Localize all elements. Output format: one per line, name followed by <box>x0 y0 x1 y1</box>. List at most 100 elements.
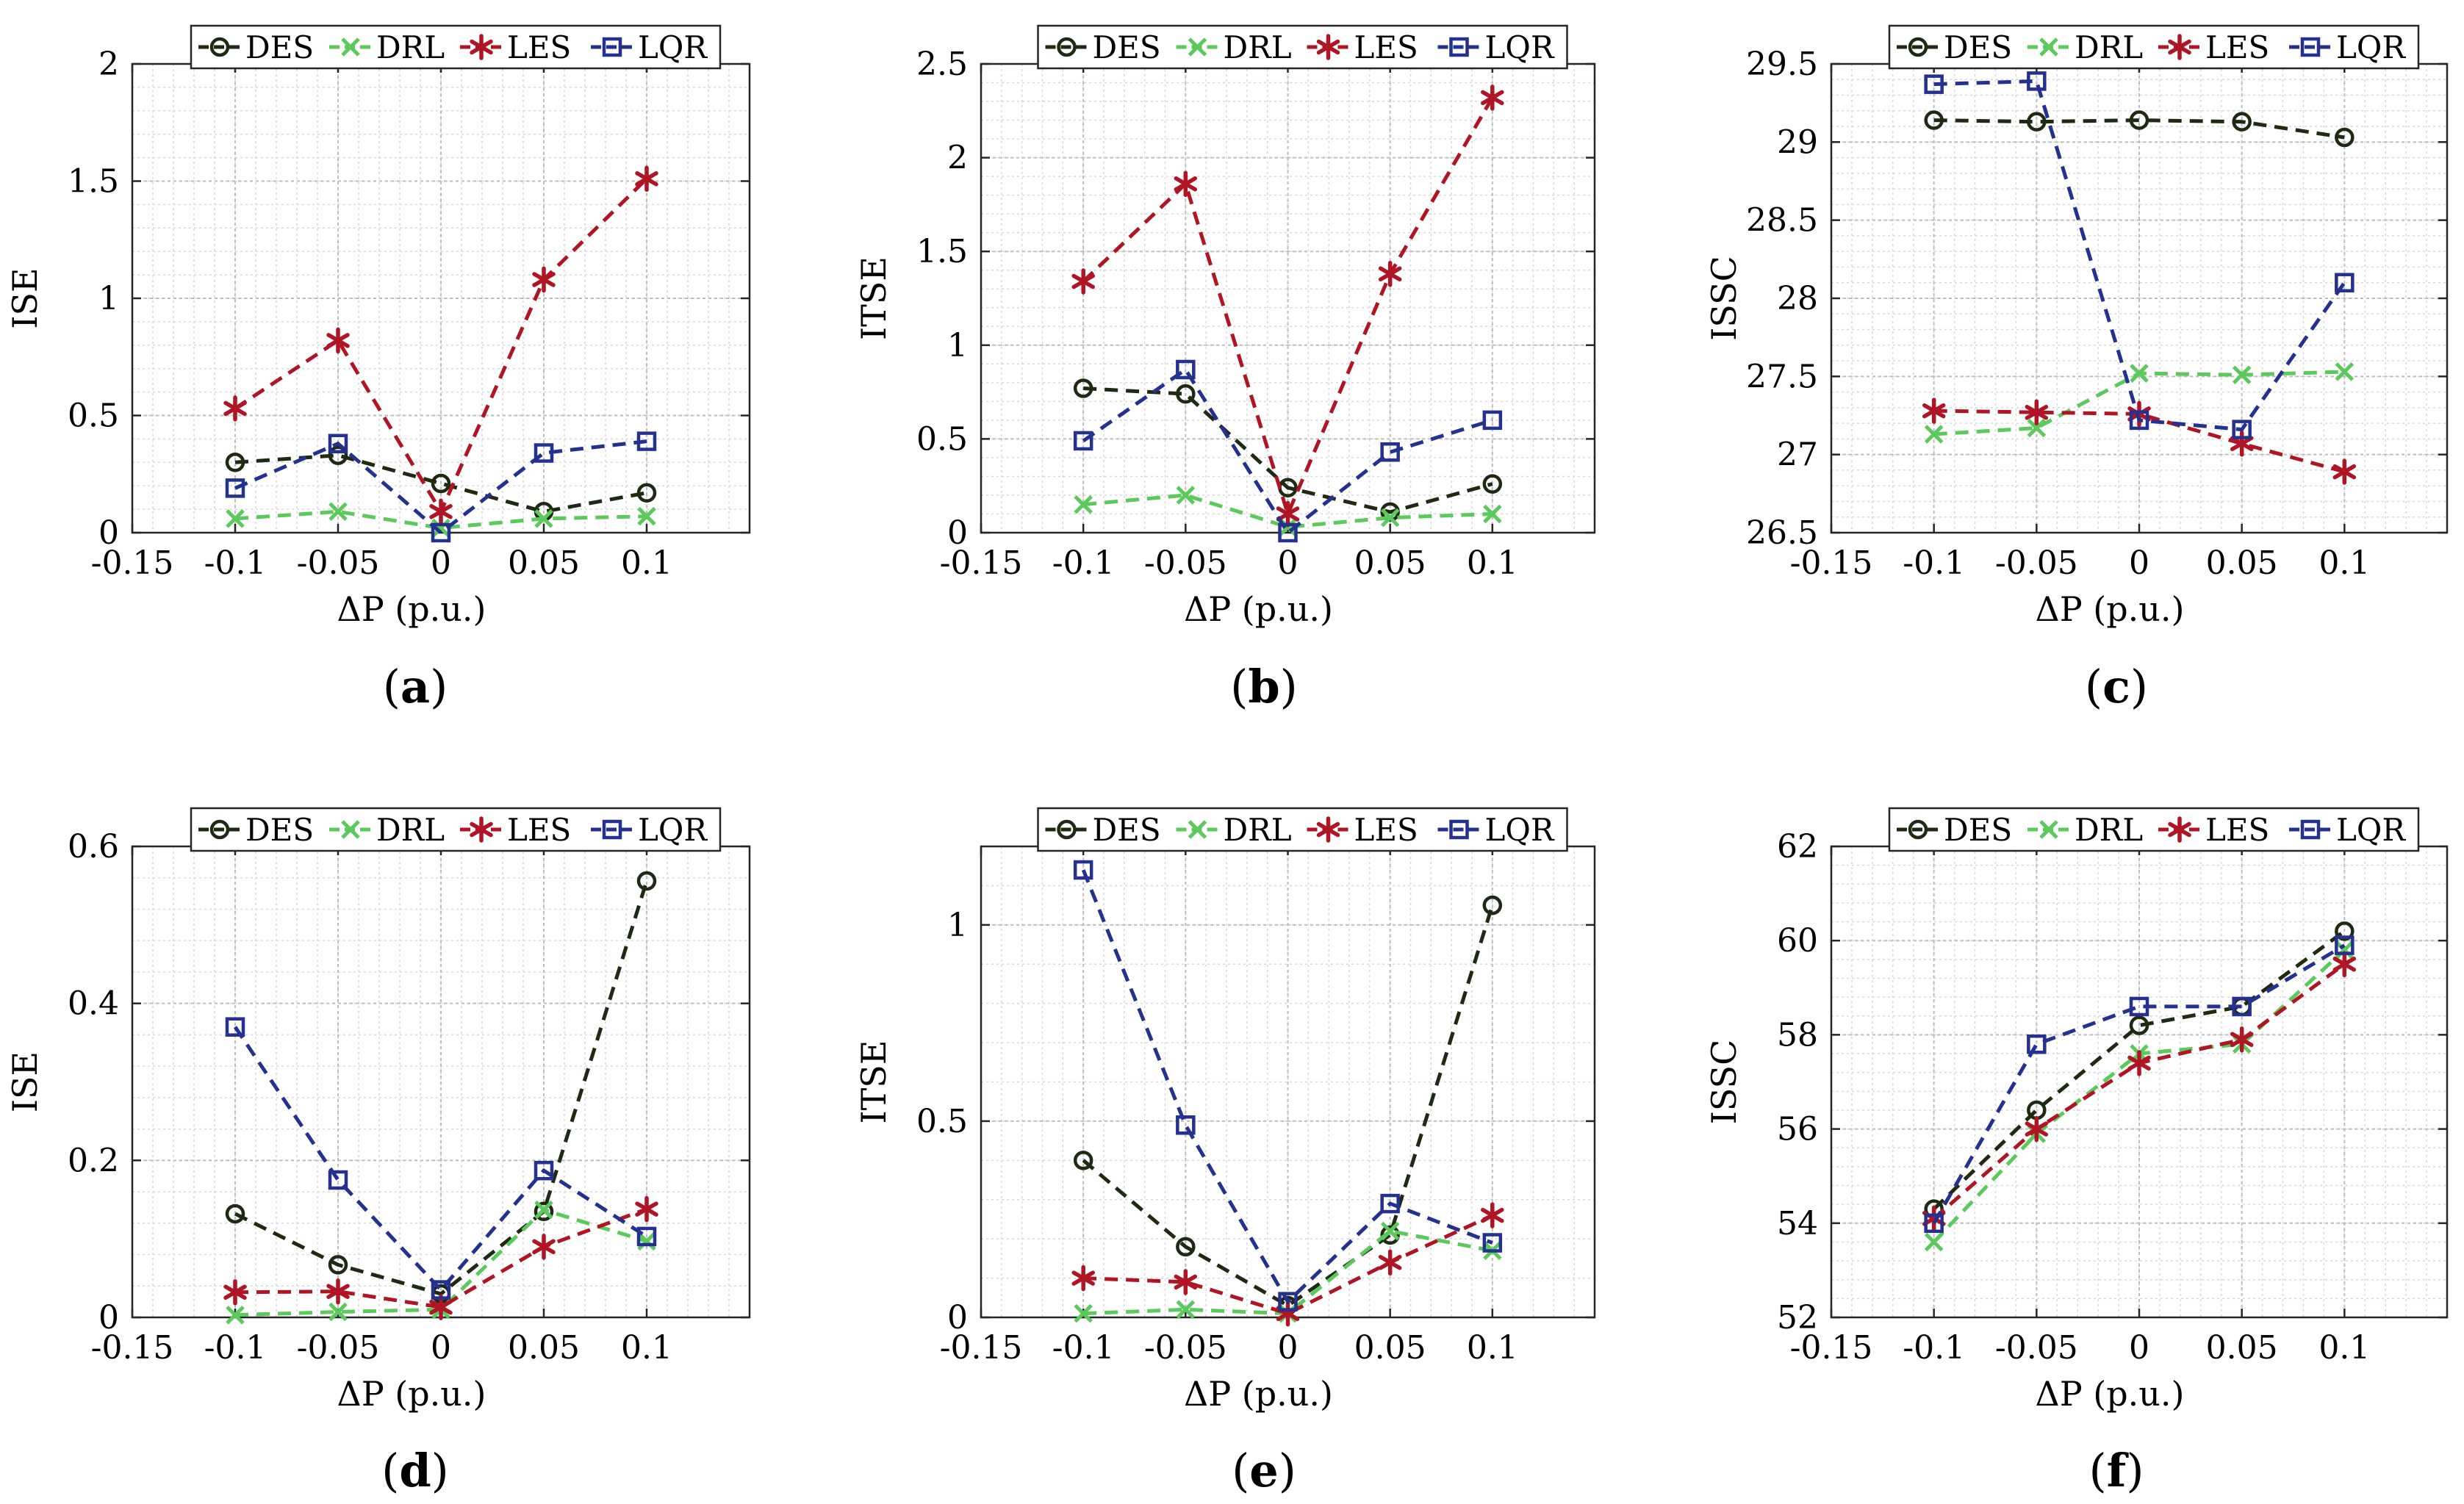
series-line-lqr <box>233 1026 648 1293</box>
legend: DES DRL LES LQR <box>190 24 722 70</box>
caption-close-paren: ) <box>2126 1444 2144 1497</box>
data-point-drl <box>637 506 656 526</box>
legend-marker-drl <box>341 820 360 839</box>
panel-caption: (d) <box>381 1444 449 1497</box>
chart-panel-a: -0.15 -0.1 -0.05 0 0.05 0.1 ΔP (p.u.) 0 0.5 1 1.5 2… <box>5 24 751 629</box>
y-tick-label: 1.5 <box>68 163 119 201</box>
series-drl <box>1924 362 2355 444</box>
chart-panel-e: -0.15 -0.1 -0.05 0 0.05 0.1 ΔP (p.u.) 0 0.5 1 ITSE… <box>854 807 1596 1414</box>
y-axis: 0 0.5 1 ITSE <box>854 907 1595 1336</box>
data-point-les <box>1071 268 1095 295</box>
panel-caption: (b) <box>1230 660 1298 713</box>
legend-marker-lqr <box>602 37 622 57</box>
data-point-des <box>225 1203 245 1224</box>
x-tick-label: 0.1 <box>1467 1329 1518 1367</box>
data-point-les <box>1481 1202 1504 1228</box>
legend-marker-les <box>470 816 493 843</box>
y-axis: 0 0.2 0.4 0.6 ISE <box>5 828 750 1336</box>
y-axis: 0 0.5 1 1.5 2 2.5 ITSE <box>854 46 1595 552</box>
x-axis: -0.15 -0.1 -0.05 0 0.05 0.1 ΔP (p.u.) <box>1790 846 2370 1414</box>
data-point-des <box>2232 112 2252 132</box>
data-point-les <box>635 1195 658 1223</box>
data-point-lqr <box>1176 1115 1196 1135</box>
x-axis-label: ΔP (p.u.) <box>2035 1374 2184 1414</box>
data-point-les <box>1481 84 1504 111</box>
y-tick-label: 0.4 <box>68 985 119 1023</box>
data-point-les <box>1922 397 1946 424</box>
x-tick-label: 0.1 <box>621 544 672 582</box>
panel-caption: (e) <box>1232 1444 1296 1497</box>
y-axis: 26.5 27 27.5 28 28.5 29 29.5 ISSC <box>1704 46 2447 552</box>
series-line-lqr <box>1933 79 2346 432</box>
y-tick-label: 29.5 <box>1746 46 1818 83</box>
y-axis: 52 54 56 58 60 62 ISSC <box>1704 828 2447 1336</box>
legend-label-lqr: LQR <box>638 29 708 65</box>
data-point-lqr <box>636 431 657 451</box>
chart-panel-d: -0.15 -0.1 -0.05 0 0.05 0.1 ΔP (p.u.) 0 0.2 0.4 0.… <box>5 807 751 1414</box>
data-point-les <box>429 498 453 525</box>
x-tick-label: -0.05 <box>1995 544 2078 582</box>
series-lqr <box>1924 71 2355 439</box>
data-point-les <box>1378 261 1402 287</box>
data-point-des <box>225 453 245 472</box>
legend-marker-des <box>1908 819 1928 840</box>
legend-label-des: DES <box>245 29 314 65</box>
y-tick-label: 1 <box>98 280 119 317</box>
series-line-drl <box>234 1207 647 1317</box>
legend-label-drl: DRL <box>2075 29 2143 65</box>
data-point-drl <box>2335 362 2355 381</box>
data-point-lqr <box>2335 273 2355 292</box>
data-point-les <box>532 1234 556 1260</box>
data-point-des <box>1073 1151 1093 1170</box>
legend-label-des: DES <box>1944 812 2012 848</box>
data-point-lqr <box>1924 1213 1944 1234</box>
y-tick-label: 0.5 <box>916 420 968 458</box>
y-tick-label: 27.5 <box>1746 358 1818 395</box>
y-tick-label: 58 <box>1777 1016 1818 1054</box>
legend-label-les: LES <box>1354 812 1418 848</box>
legend-marker-des <box>209 819 230 840</box>
legend: DES DRL LES LQR <box>1037 807 1568 852</box>
data-point-lqr <box>431 522 451 543</box>
x-tick-label: 0 <box>1278 544 1299 582</box>
legend-marker-drl <box>341 37 360 57</box>
grid <box>980 846 1595 1318</box>
series-line-les <box>234 1207 647 1309</box>
data-point-les <box>326 1278 350 1305</box>
x-axis: -0.15 -0.1 -0.05 0 0.05 0.1 ΔP (p.u.) <box>91 846 672 1414</box>
legend-marker-drl <box>1188 820 1207 839</box>
x-axis-label: ΔP (p.u.) <box>337 589 486 629</box>
data-point-lqr <box>431 1280 451 1300</box>
data-point-drl <box>226 509 245 528</box>
data-point-les <box>2230 1026 2254 1053</box>
y-tick-label: 0 <box>947 514 968 552</box>
series-les <box>223 1195 658 1320</box>
data-point-lqr <box>636 1226 657 1247</box>
y-tick-label: 2.5 <box>916 46 968 83</box>
caption-letter: f <box>2106 1444 2127 1497</box>
series-drl <box>226 502 656 538</box>
legend-label-des: DES <box>1093 29 1161 65</box>
data-point-drl <box>534 509 553 528</box>
data-point-lqr <box>1278 1292 1298 1311</box>
legend-marker-drl <box>2039 37 2058 57</box>
caption-close-paren: ) <box>431 1444 449 1497</box>
data-point-drl <box>2335 940 2355 960</box>
x-tick-label: -0.1 <box>1903 544 1965 582</box>
data-point-les <box>2025 1115 2049 1143</box>
x-axis: -0.15 -0.1 -0.05 0 0.05 0.1 ΔP (p.u.) <box>91 64 672 629</box>
caption-open-paren: ( <box>381 1444 400 1497</box>
series-les <box>1071 84 1504 528</box>
legend-marker-des <box>1057 37 1077 57</box>
legend-marker-les <box>1316 816 1340 843</box>
x-tick-label: -0.1 <box>1052 1329 1115 1367</box>
y-tick-label: 1 <box>947 327 968 364</box>
x-tick-label: -0.05 <box>1144 544 1227 582</box>
data-point-lqr <box>2232 996 2252 1017</box>
legend-label-lqr: LQR <box>1485 29 1555 65</box>
x-axis-label: ΔP (p.u.) <box>1184 589 1333 629</box>
series-line-des <box>234 880 649 1296</box>
data-point-lqr <box>1380 1193 1400 1214</box>
data-point-lqr <box>1924 74 1944 94</box>
series-line-les <box>1933 409 2345 474</box>
